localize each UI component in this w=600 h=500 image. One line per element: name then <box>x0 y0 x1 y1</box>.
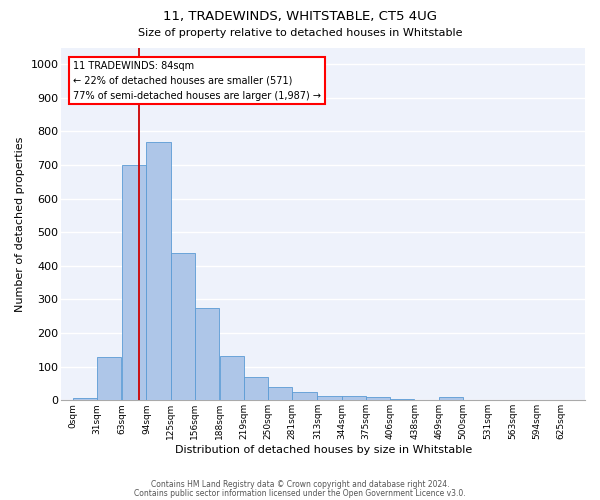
Text: Size of property relative to detached houses in Whitstable: Size of property relative to detached ho… <box>138 28 462 38</box>
Bar <box>390 398 414 400</box>
Bar <box>317 396 341 400</box>
Bar <box>170 254 195 400</box>
X-axis label: Distribution of detached houses by size in Whitstable: Distribution of detached houses by size … <box>175 445 472 455</box>
Text: Contains HM Land Registry data © Crown copyright and database right 2024.: Contains HM Land Registry data © Crown c… <box>151 480 449 489</box>
Bar <box>220 356 244 401</box>
Bar <box>97 358 121 401</box>
Bar <box>341 396 365 400</box>
Text: 11, TRADEWINDS, WHITSTABLE, CT5 4UG: 11, TRADEWINDS, WHITSTABLE, CT5 4UG <box>163 10 437 23</box>
Bar <box>365 397 390 400</box>
Text: Contains public sector information licensed under the Open Government Licence v3: Contains public sector information licen… <box>134 488 466 498</box>
Bar <box>268 387 292 400</box>
Bar <box>244 377 268 400</box>
Bar <box>292 392 317 400</box>
Bar <box>146 142 170 400</box>
Bar <box>73 398 97 400</box>
Bar <box>439 397 463 400</box>
Bar <box>195 308 219 400</box>
Bar <box>122 165 146 400</box>
Text: 11 TRADEWINDS: 84sqm
← 22% of detached houses are smaller (571)
77% of semi-deta: 11 TRADEWINDS: 84sqm ← 22% of detached h… <box>73 61 321 100</box>
Y-axis label: Number of detached properties: Number of detached properties <box>15 136 25 312</box>
